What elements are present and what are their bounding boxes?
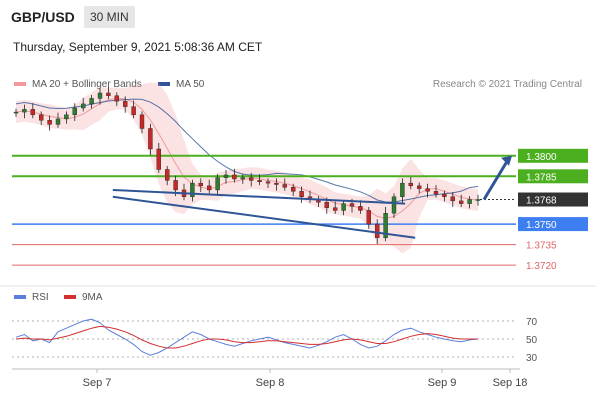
candle-body-33: [291, 187, 296, 192]
candle-body-5: [55, 118, 61, 125]
candle-body-8: [80, 103, 86, 109]
level-label-0: 1.3800: [526, 152, 557, 163]
candle-body-54: [467, 199, 472, 204]
legend-rsi: RSI: [14, 292, 49, 303]
candle-body-44: [383, 212, 388, 238]
candle-body-6: [64, 114, 69, 120]
candle-body-14: [131, 106, 136, 116]
x-tick-label-3: Sep 18: [493, 377, 528, 389]
candle-body-22: [198, 182, 204, 187]
candle-body-4: [47, 120, 52, 125]
level-label-5: 1.3720: [526, 261, 557, 272]
credit-text: Research © 2021 Trading Central: [432, 79, 582, 90]
rsi-tick-label-1: 50: [526, 335, 538, 346]
candle-body-23: [206, 185, 212, 191]
candle-body-31: [274, 182, 279, 185]
candle-body-28: [248, 177, 254, 181]
candle-body-51: [442, 193, 447, 197]
candle-body-29: [257, 180, 262, 182]
bollinger-band-area: [16, 82, 478, 254]
candle-body-0: [13, 111, 19, 114]
channel-lower-line: [112, 195, 416, 239]
candle-body-13: [122, 100, 128, 107]
rsi-series-1: [15, 325, 478, 349]
candle-body-26: [232, 174, 237, 180]
candle-body-9: [89, 98, 94, 105]
bb-swatch: [14, 82, 26, 87]
candle-body-41: [358, 206, 363, 211]
candle-body-48: [417, 185, 422, 189]
candle-body-18: [164, 169, 170, 181]
level-label-2: 1.3768: [526, 196, 557, 207]
candle-body-27: [240, 177, 246, 180]
rsi-tick-label-0: 70: [526, 317, 538, 328]
level-label-3: 1.3750: [526, 220, 557, 231]
candle-body-24: [215, 177, 220, 191]
x-tick-label-1: Sep 8: [256, 377, 285, 389]
candle-body-1: [22, 109, 27, 113]
candle-body-37: [324, 202, 329, 208]
candle-body-47: [408, 182, 413, 187]
candle-body-12: [114, 95, 120, 102]
ma50-swatch: [158, 82, 170, 87]
x-tick-label-2: Sep 9: [428, 377, 457, 389]
level-label-box-3: [518, 217, 588, 232]
ma20-line: [15, 97, 479, 219]
candle-body-50: [433, 191, 439, 195]
rsi-swatch: [14, 295, 26, 300]
legend-bb-label: MA 20 + Bollinger Bands: [32, 79, 142, 90]
timeframe-badge[interactable]: 30 MIN: [84, 6, 135, 28]
candle-body-19: [173, 180, 178, 191]
chart-header: GBP/USD 30 MIN: [0, 0, 596, 36]
legend-9ma: 9MA: [64, 292, 103, 303]
legend-ma50: MA 50: [158, 79, 204, 90]
legend-bb: MA 20 + Bollinger Bands: [14, 79, 142, 90]
candle-body-17: [156, 148, 162, 170]
candle-body-42: [366, 210, 371, 225]
candle-body-21: [190, 182, 195, 197]
candle-body-40: [349, 203, 355, 207]
chart-datetime: Thursday, September 9, 2021 5:08:36 AM C…: [13, 40, 263, 54]
candle-body-49: [425, 188, 430, 192]
candle-body-7: [72, 107, 78, 116]
projection-arrow-line: [482, 159, 510, 201]
candle-body-30: [265, 181, 271, 184]
9ma-swatch: [64, 295, 76, 300]
level-label-1: 1.3785: [526, 172, 557, 183]
candle-body-52: [450, 196, 455, 202]
x-tick-label-0: Sep 7: [83, 377, 112, 389]
legend-rsi-label: RSI: [32, 292, 49, 303]
candle-body-25: [223, 174, 229, 178]
candle-body-15: [139, 114, 145, 129]
legend-ma50-label: MA 50: [176, 79, 205, 90]
level-label-box-1: [518, 169, 588, 184]
candle-body-2: [30, 109, 35, 116]
level-label-box-2: [518, 192, 588, 207]
projection-arrow-head: [501, 155, 512, 166]
candle-body-53: [459, 200, 464, 204]
candle-body-16: [148, 128, 153, 150]
candle-body-34: [299, 191, 304, 197]
candle-body-10: [97, 92, 103, 99]
candle-body-45: [391, 196, 397, 214]
legend-9ma-label: 9MA: [82, 292, 103, 303]
candle-body-46: [400, 182, 405, 197]
level-label-4: 1.3735: [526, 241, 557, 252]
level-label-box-0: [518, 148, 588, 163]
candle-body-55: [475, 199, 481, 201]
symbol-title: GBP/USD: [11, 9, 75, 25]
candle-body-39: [341, 203, 346, 211]
candle-body-11: [106, 92, 111, 96]
candle-body-43: [375, 223, 380, 238]
candle-body-3: [39, 114, 44, 121]
candle-body-32: [282, 184, 287, 188]
candle-body-38: [333, 207, 338, 211]
channel-upper-line: [112, 188, 406, 205]
rsi-tick-label-2: 30: [526, 353, 538, 364]
